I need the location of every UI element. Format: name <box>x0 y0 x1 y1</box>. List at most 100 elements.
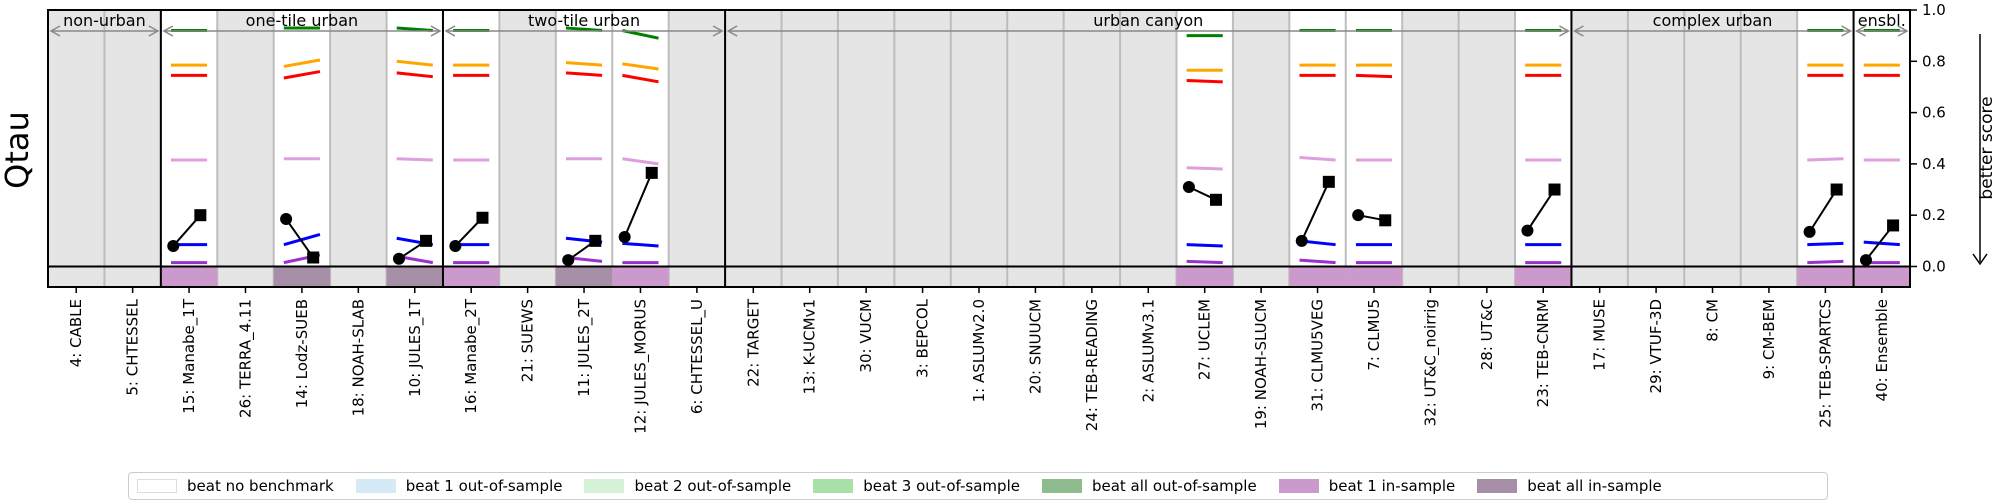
legend-label: beat 1 out-of-sample <box>405 477 563 495</box>
series-segment <box>622 62 659 71</box>
x-tick-label: 13: K-UCMv1 <box>801 299 819 394</box>
column-shading <box>612 266 669 287</box>
group-arrowhead-left <box>444 25 456 37</box>
circle-marker <box>280 213 293 226</box>
column-background <box>1627 10 1685 287</box>
x-tick-label: 16: Manabe_2T <box>462 298 481 414</box>
series-segment <box>396 26 433 33</box>
group-arrowhead-left <box>49 25 61 37</box>
legend-swatch <box>1477 479 1518 493</box>
group-arrowhead-left <box>162 25 174 37</box>
series-segment <box>396 59 433 67</box>
better-score-label: better score <box>1977 96 1997 199</box>
group-arrowhead-left <box>1855 25 1866 37</box>
x-tick-label: 26: TERRA_4.11 <box>236 299 255 418</box>
x-tick-label: 19: NOAH-SLUCM <box>1252 299 1270 429</box>
series-segment <box>622 157 659 166</box>
x-tick-label: 12: JULES_MORUS <box>631 299 650 434</box>
column-background <box>1571 10 1628 287</box>
series-segment <box>1299 258 1336 265</box>
better-score-arrow <box>1972 34 1988 266</box>
series-segment <box>622 241 659 248</box>
column-shading <box>1853 266 1910 287</box>
group-arrowhead-right <box>1559 25 1570 37</box>
column-shading <box>1289 266 1346 287</box>
series-segment <box>565 61 603 67</box>
group-label: complex urban <box>1653 11 1773 30</box>
series-segment <box>283 232 321 247</box>
shading-layer <box>160 266 1910 287</box>
column-background <box>104 10 161 287</box>
square-marker <box>589 234 602 247</box>
group-arrowhead-right <box>148 25 160 37</box>
square-marker <box>1209 193 1222 206</box>
marker-layer <box>167 166 1900 267</box>
square-marker <box>1379 214 1392 227</box>
x-tick-label: 29: VTUF-3D <box>1647 299 1665 393</box>
circle-marker <box>1803 225 1816 238</box>
x-tick-label: 40: Ensemble <box>1873 299 1891 401</box>
column-background <box>1120 10 1177 287</box>
marker-link <box>1300 181 1330 242</box>
square-marker <box>1548 183 1561 196</box>
x-tick-label: 11: JULES_2T <box>575 298 594 397</box>
group-arrowhead-right <box>712 25 724 37</box>
x-tick-label: 18: NOAH-SLAB <box>349 299 367 416</box>
legend-item: beat 1 in-sample <box>1278 477 1455 495</box>
circle-marker <box>1352 209 1365 222</box>
series-segment <box>1807 157 1844 162</box>
column-background <box>1458 10 1516 287</box>
legend-swatch <box>355 479 396 493</box>
series-segment <box>1863 240 1900 247</box>
column-background <box>555 10 613 287</box>
x-tick-label: 27: UCLEM <box>1196 299 1214 380</box>
legend-label: beat 2 out-of-sample <box>634 477 792 495</box>
x-tick-label: 21: SUEWS <box>519 299 537 382</box>
x-tick-label: 14: Lodz-SUEB <box>293 299 311 408</box>
x-tick-label: 2: ASLUMv3.1 <box>1139 299 1157 402</box>
series-segment <box>1355 73 1393 79</box>
column-background <box>781 10 838 287</box>
x-tick-label: 20: SNUUCM <box>1026 299 1044 394</box>
square-marker <box>645 166 658 179</box>
legend-item: beat no benchmark <box>137 477 334 495</box>
column-background <box>330 10 387 287</box>
column-shading <box>555 266 613 287</box>
column-shading <box>1345 266 1403 287</box>
legend-label: beat all out-of-sample <box>1091 477 1257 495</box>
column-shading <box>1515 266 1572 287</box>
column-background <box>499 10 556 287</box>
marker-link <box>1526 188 1556 232</box>
column-background <box>1515 10 1572 287</box>
x-tick-label: 5: CHTESSEL <box>124 298 142 395</box>
x-tick-label: 10: JULES_1T <box>406 298 425 397</box>
column-background <box>725 10 782 287</box>
legend-item: beat 1 out-of-sample <box>355 477 563 495</box>
square-marker <box>1830 183 1843 196</box>
column-background <box>837 10 895 287</box>
circle-marker <box>562 254 575 267</box>
legend-swatch <box>584 479 625 493</box>
group-arrowhead-right <box>1897 25 1909 37</box>
column-background <box>1289 10 1346 287</box>
x-tick-label: 8: CM <box>1704 299 1722 342</box>
legend: beat no benchmark beat 1 out-of-sample bea… <box>128 472 1828 500</box>
column-background <box>894 10 951 287</box>
y-tick-label: 0.2 <box>1922 206 1946 224</box>
y-tick-label: 1.0 <box>1922 1 1946 19</box>
legend-item: beat 2 out-of-sample <box>584 477 791 495</box>
group-label: non-urban <box>63 11 146 30</box>
marker-link <box>1808 188 1838 233</box>
series-segment <box>1299 155 1336 162</box>
column-shading <box>386 266 443 287</box>
x-tick-label: 31: CLMU5VEG <box>1309 299 1327 412</box>
x-tick-label: 24: TEB-READING <box>1083 299 1101 431</box>
x-axis: 4: CABLE 5: CHTESSEL 15: Manabe_1T 26: TERR… <box>67 287 1891 434</box>
series-segment <box>565 71 603 77</box>
legend-label: beat 3 out-of-sample <box>863 477 1020 495</box>
series-segment <box>1807 241 1844 247</box>
column-background <box>668 10 726 287</box>
x-tick-label: 23: TEB-CNRM <box>1534 299 1552 407</box>
series-segment <box>396 157 433 162</box>
chart-svg: non-urban one-tile urban two-tile urban urb… <box>0 1 1997 434</box>
